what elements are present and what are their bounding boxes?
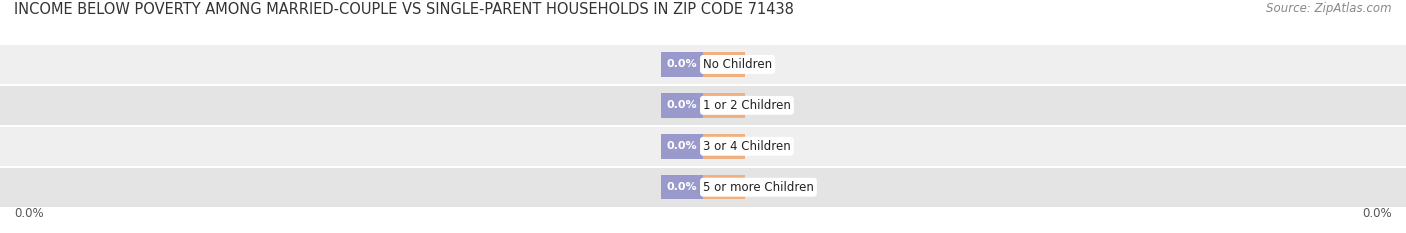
Bar [0,168,1406,207]
Bar [0,45,1406,84]
Bar [703,134,745,158]
Text: 0.0%: 0.0% [709,100,740,110]
Text: 0.0%: 0.0% [666,59,697,69]
Bar [703,52,745,77]
Text: 1 or 2 Children: 1 or 2 Children [703,99,790,112]
Text: 0.0%: 0.0% [1362,207,1392,220]
Bar [661,52,703,77]
Bar [703,93,745,118]
Bar [0,86,1406,125]
Bar [661,134,703,158]
Text: 0.0%: 0.0% [14,207,44,220]
Text: 0.0%: 0.0% [709,182,740,192]
Text: 0.0%: 0.0% [709,59,740,69]
Bar [703,175,745,199]
Text: No Children: No Children [703,58,772,71]
Bar [0,127,1406,166]
Bar [661,93,703,118]
Text: 0.0%: 0.0% [666,182,697,192]
Text: 0.0%: 0.0% [709,141,740,151]
Text: INCOME BELOW POVERTY AMONG MARRIED-COUPLE VS SINGLE-PARENT HOUSEHOLDS IN ZIP COD: INCOME BELOW POVERTY AMONG MARRIED-COUPL… [14,2,794,17]
Text: 3 or 4 Children: 3 or 4 Children [703,140,790,153]
Text: 5 or more Children: 5 or more Children [703,181,814,194]
Bar [661,175,703,199]
Text: 0.0%: 0.0% [666,100,697,110]
Text: 0.0%: 0.0% [666,141,697,151]
Text: Source: ZipAtlas.com: Source: ZipAtlas.com [1267,2,1392,15]
